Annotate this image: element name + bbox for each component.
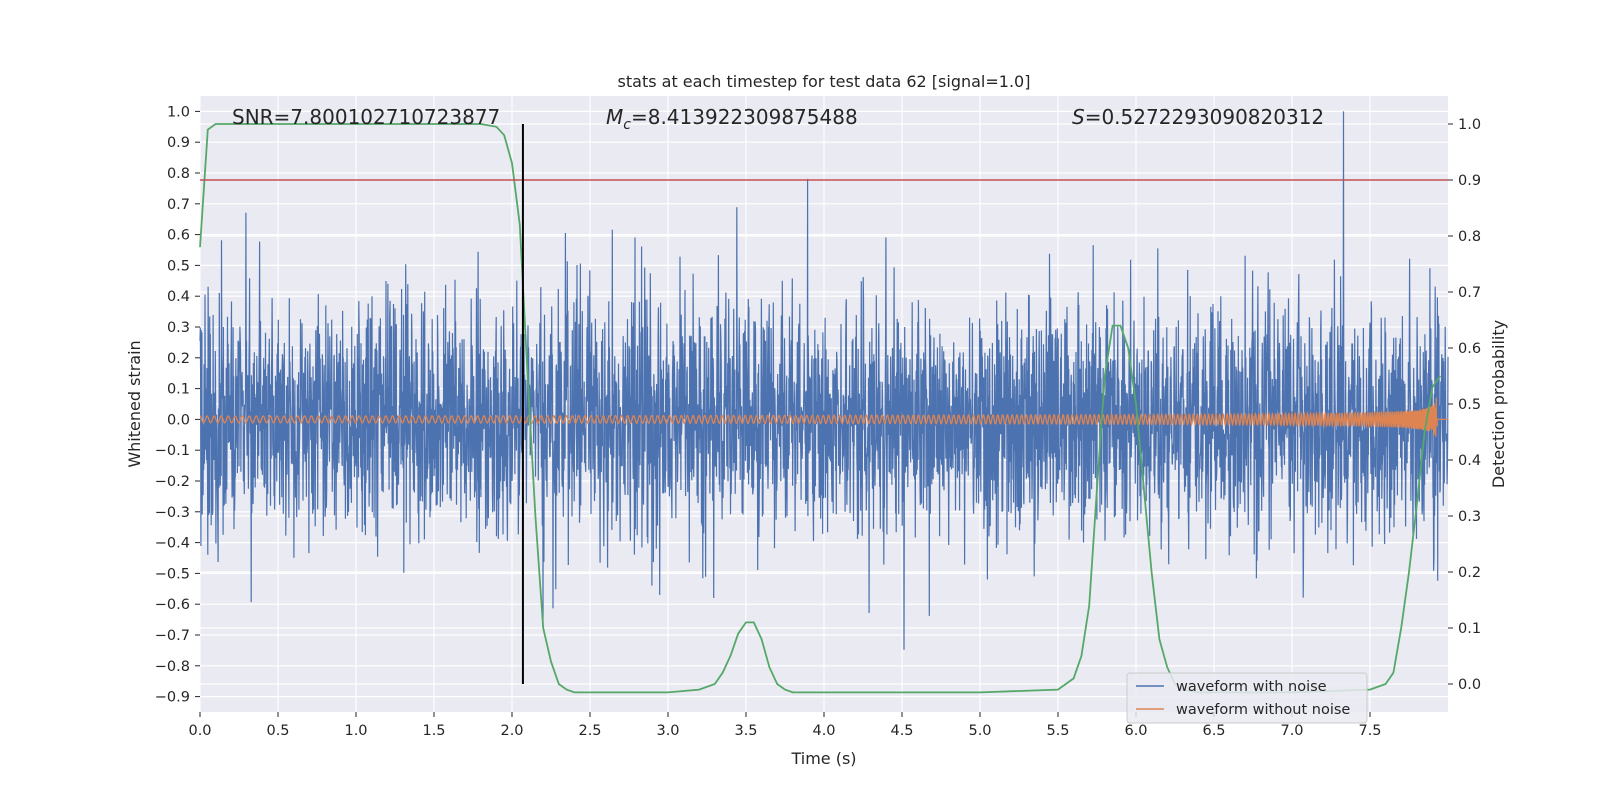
- y2-axis-label: Detection probability: [1489, 320, 1508, 488]
- axes: 0.0 0.5 1.0 1.5 2.0 2.5 3.0 3.5 4.0 4.5 5.0 5.5 6.0 6…: [155, 104, 1481, 739]
- y-tick-label: 1.0: [167, 104, 190, 120]
- y-tick-label: 0.6: [167, 228, 190, 244]
- x-tick-label: 6.5: [1202, 723, 1225, 739]
- y2-tick-label: 0.7: [1458, 285, 1481, 301]
- x-tick-label: 5.0: [968, 723, 991, 739]
- x-tick-label: 4.5: [890, 723, 913, 739]
- mc-symbol: M: [606, 105, 623, 129]
- mc-value: =8.413922309875488: [631, 105, 858, 129]
- x-tick-label: 3.0: [656, 723, 679, 739]
- y-tick-label: −0.5: [155, 566, 190, 582]
- y-tick-label: 0.0: [167, 412, 190, 428]
- y-tick-label: 0.2: [167, 351, 190, 367]
- y-tick-label: 0.4: [167, 289, 190, 305]
- y2-tick-label: 0.8: [1458, 229, 1481, 245]
- x-tick-label: 2.5: [578, 723, 601, 739]
- chart-title: stats at each timestep for test data 62 …: [618, 72, 1031, 91]
- x-tick-label: 1.5: [422, 723, 445, 739]
- y2-tick-label: 0.4: [1458, 453, 1481, 469]
- mc-subscript: c: [623, 117, 631, 133]
- s-annotation: S=0.5272293090820312: [1072, 105, 1324, 129]
- y-tick-label: 0.7: [167, 197, 190, 213]
- x-tick-label: 7.5: [1358, 723, 1381, 739]
- y-tick-label: −0.4: [155, 536, 190, 552]
- x-axis-label: Time (s): [790, 749, 856, 768]
- y-tick-label: 0.5: [167, 258, 190, 274]
- y2-tick-label: 0.0: [1458, 677, 1481, 693]
- legend: waveform with noise waveform without noi…: [1126, 672, 1368, 724]
- y-tick-label: −0.2: [155, 474, 190, 490]
- x-tick-label: 0.0: [188, 723, 211, 739]
- y-tick-label: 0.3: [167, 320, 190, 336]
- s-symbol: S: [1072, 105, 1085, 129]
- y-tick-label: −0.8: [155, 659, 190, 675]
- y-tick-label: −0.7: [155, 628, 190, 644]
- x-tick-label: 4.0: [812, 723, 835, 739]
- series-waveform-without-noise: [199, 397, 1448, 437]
- legend-label-clean: waveform without noise: [1176, 702, 1350, 718]
- y-tick-label: 0.8: [167, 166, 190, 182]
- y2-tick-label: 1.0: [1458, 117, 1481, 133]
- y2-tick-label: 0.6: [1458, 341, 1481, 357]
- s-value: =0.5272293090820312: [1085, 105, 1324, 129]
- y2-tick-label: 0.1: [1458, 621, 1481, 637]
- y-tick-label: −0.6: [155, 597, 190, 613]
- legend-box: [1126, 672, 1368, 724]
- y-axis-label: Whitened strain: [125, 340, 144, 467]
- x-tick-label: 1.0: [344, 723, 367, 739]
- y2-tick-label: 0.3: [1458, 509, 1481, 525]
- y-tick-label: 0.1: [167, 382, 190, 398]
- x-tick-label: 0.5: [266, 723, 289, 739]
- x-tick-label: 7.0: [1280, 723, 1303, 739]
- series-waveform-with-noise: [199, 111, 1449, 650]
- y-tick-label: −0.1: [155, 443, 190, 459]
- x-tick-label: 3.5: [734, 723, 757, 739]
- legend-label-noise: waveform with noise: [1176, 679, 1327, 695]
- x-tick-label: 2.0: [500, 723, 523, 739]
- y-tick-label: 0.9: [167, 135, 190, 151]
- snr-annotation: SNR=7.800102710723877: [232, 105, 500, 129]
- y2-tick-label: 0.2: [1458, 565, 1481, 581]
- y-tick-label: −0.9: [155, 690, 190, 706]
- mc-annotation: Mc=8.413922309875488: [606, 105, 858, 133]
- y2-tick-label: 0.5: [1458, 397, 1481, 413]
- y-tick-label: −0.3: [155, 505, 190, 521]
- y2-tick-label: 0.9: [1458, 173, 1481, 189]
- x-tick-label: 5.5: [1046, 723, 1069, 739]
- x-tick-label: 6.0: [1124, 723, 1147, 739]
